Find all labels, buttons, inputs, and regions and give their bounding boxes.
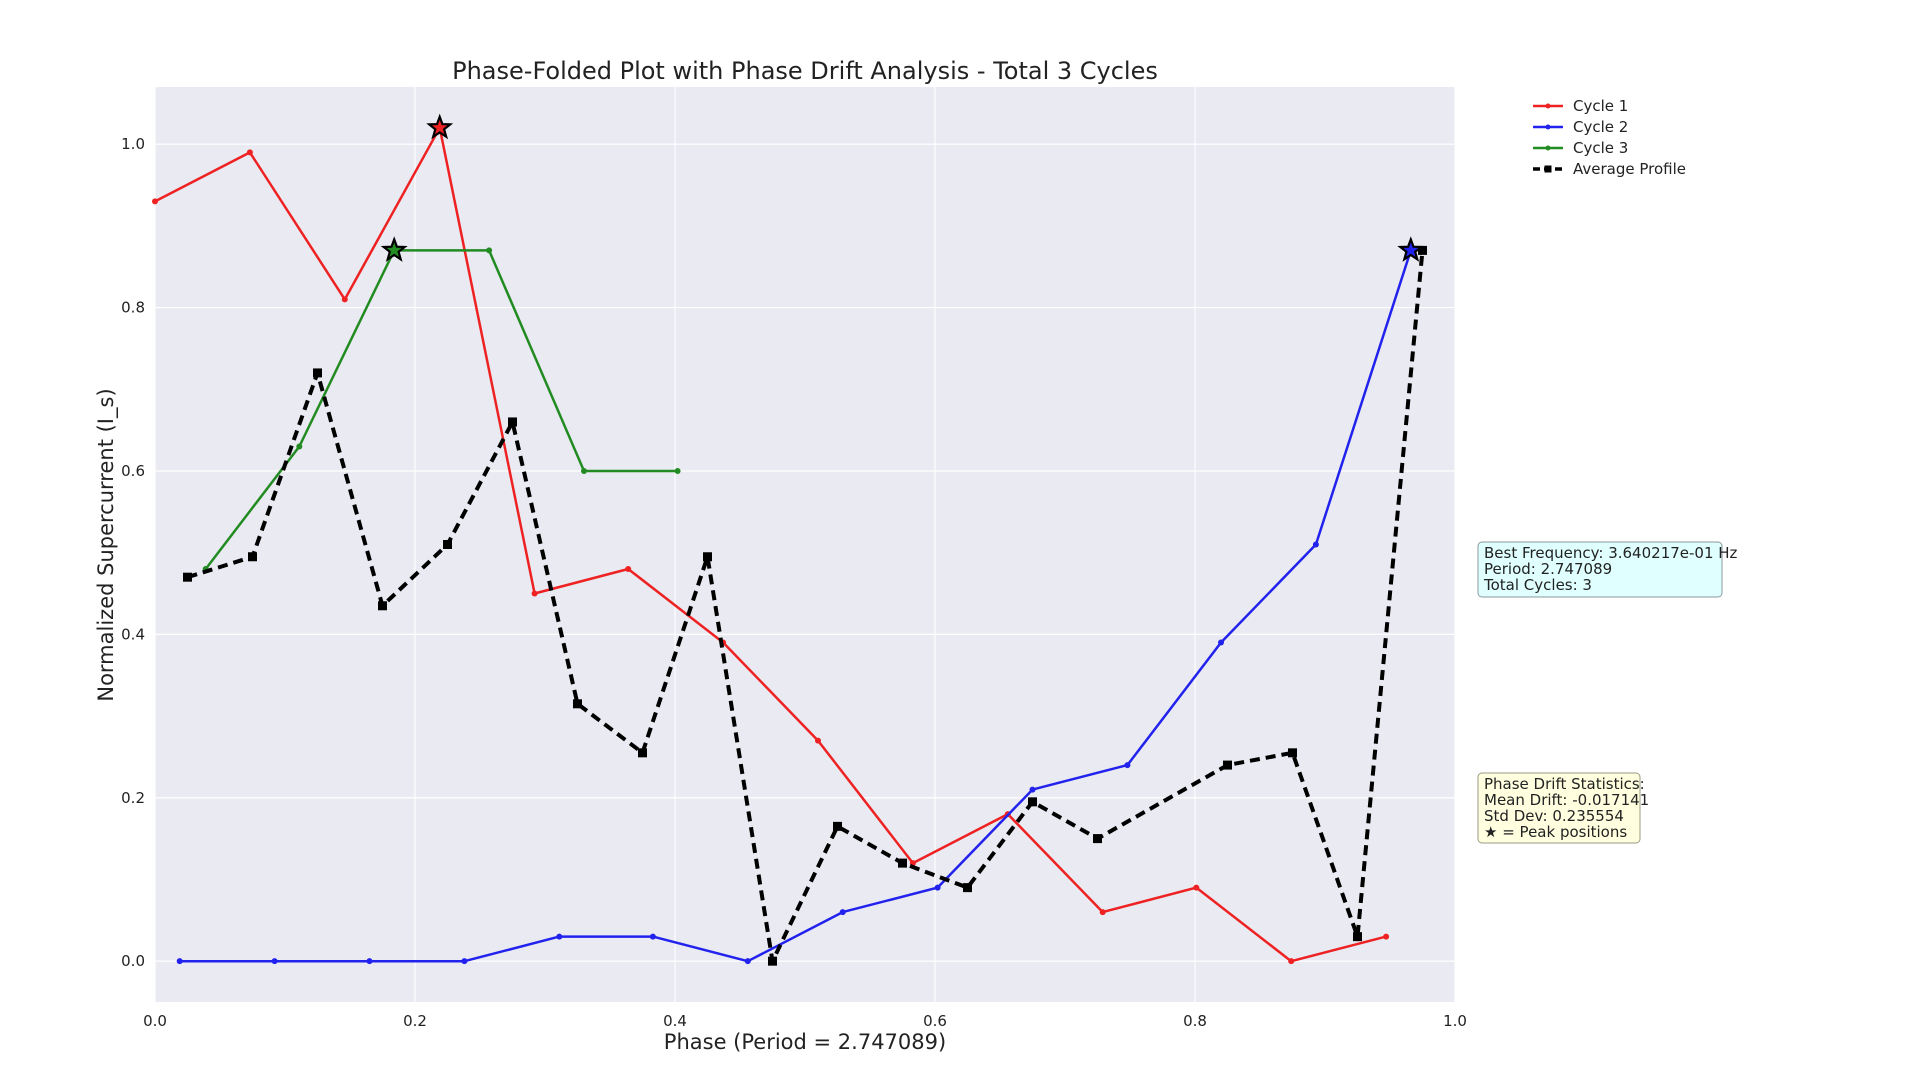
data-point-cycle-3 — [674, 467, 681, 474]
x-tick-label: 0.6 — [923, 1012, 947, 1030]
peak-legend-line: ★ = Peak positions — [1484, 823, 1627, 841]
legend-marker-average-profile — [1544, 165, 1552, 173]
data-point-average-profile — [898, 858, 907, 868]
x-tick-label: 0.8 — [1183, 1012, 1207, 1030]
series-lines — [152, 124, 1427, 966]
legend-marker-cycle-2 — [1545, 124, 1551, 130]
data-point-average-profile — [768, 956, 777, 966]
x-tick-label: 0.2 — [403, 1012, 427, 1030]
data-point-cycle-1 — [531, 590, 538, 597]
data-point-cycle-2 — [1218, 639, 1224, 646]
data-point-cycle-2 — [271, 958, 278, 965]
data-point-average-profile — [963, 883, 972, 893]
data-point-average-profile — [1418, 245, 1427, 255]
data-point-average-profile — [1353, 932, 1362, 942]
data-point-cycle-2 — [744, 958, 751, 965]
data-point-average-profile — [1093, 834, 1102, 844]
y-tick-label: 0.4 — [121, 625, 145, 643]
legend-label-cycle-2: Cycle 2 — [1573, 118, 1628, 136]
series-cycle-2 — [176, 247, 1414, 965]
data-point-cycle-1 — [1383, 933, 1390, 940]
legend-label-cycle-1: Cycle 1 — [1573, 97, 1628, 115]
y-tick-label: 0.6 — [121, 462, 145, 480]
data-point-average-profile — [248, 552, 257, 562]
total-cycles-line: Total Cycles: 3 — [1483, 576, 1592, 594]
data-point-cycle-1 — [1288, 958, 1295, 965]
legend-marker-cycle-1 — [1545, 103, 1551, 109]
y-tick-label: 0.0 — [121, 952, 145, 970]
data-point-cycle-3 — [296, 443, 303, 450]
data-point-cycle-1 — [152, 198, 158, 205]
drift-stats-box: Phase Drift Statistics: Mean Drift: -0.0… — [1477, 772, 1649, 844]
data-point-average-profile — [313, 368, 322, 378]
legend-item-average-profile: Average Profile — [1533, 160, 1686, 178]
data-point-cycle-2 — [1124, 762, 1131, 769]
data-point-cycle-1 — [246, 149, 253, 156]
plot-area — [155, 87, 1455, 1002]
data-point-cycle-1 — [815, 737, 821, 744]
data-point-average-profile — [183, 572, 192, 582]
data-point-cycle-2 — [934, 884, 941, 891]
data-point-average-profile — [638, 748, 647, 758]
frequency-info-box-bg — [1477, 541, 1723, 598]
frequency-line: Best Frequency: 3.640217e-01 Hz — [1484, 544, 1738, 562]
peak-star-cycle-3 — [380, 236, 408, 262]
period-line: Period: 2.747089 — [1484, 560, 1612, 578]
series-line-cycle-2 — [179, 250, 1412, 963]
series-average-profile — [183, 245, 1427, 966]
data-point-cycle-2 — [839, 909, 846, 916]
data-point-cycle-2 — [461, 958, 468, 965]
chart-title: Phase-Folded Plot with Phase Drift Analy… — [452, 57, 1158, 85]
data-point-average-profile — [573, 699, 582, 709]
legend-marker-cycle-3 — [1545, 145, 1551, 151]
data-point-average-profile — [508, 417, 517, 427]
y-tick-label: 1.0 — [121, 135, 145, 153]
y-tick-label: 0.2 — [121, 789, 145, 807]
data-point-average-profile — [703, 552, 712, 562]
legend-item-cycle-3: Cycle 3 — [1533, 139, 1628, 157]
data-point-cycle-2 — [366, 958, 373, 965]
x-axis-label: Phase (Period = 2.747089) — [664, 1030, 946, 1054]
data-point-cycle-2 — [176, 958, 183, 965]
legend-item-cycle-2: Cycle 2 — [1533, 118, 1628, 136]
data-point-average-profile — [1223, 760, 1232, 770]
data-point-average-profile — [378, 601, 387, 611]
series-line-cycle-1 — [154, 126, 1387, 963]
data-point-cycle-2 — [556, 933, 563, 940]
data-point-cycle-1 — [1193, 884, 1200, 891]
legend-item-cycle-1: Cycle 1 — [1533, 97, 1628, 115]
legend-label-average-profile: Average Profile — [1573, 160, 1686, 178]
y-tick-label: 0.8 — [121, 299, 145, 317]
drift-stats-heading: Phase Drift Statistics: — [1484, 775, 1645, 793]
data-point-cycle-2 — [1029, 786, 1036, 793]
mean-drift-line: Mean Drift: -0.017141 — [1484, 791, 1649, 809]
data-point-cycle-2 — [1312, 541, 1319, 548]
drift-stats-box-bg — [1477, 772, 1641, 844]
data-point-average-profile — [1288, 748, 1297, 758]
data-point-average-profile — [443, 540, 452, 549]
x-tick-label: 0.4 — [663, 1012, 687, 1030]
data-point-cycle-3 — [486, 247, 493, 254]
data-point-average-profile — [833, 821, 842, 831]
peak-star-cycle-2 — [1397, 236, 1425, 262]
data-point-average-profile — [1028, 797, 1037, 807]
legend-label-cycle-3: Cycle 3 — [1573, 139, 1628, 157]
data-point-cycle-1 — [625, 566, 632, 573]
peak-markers — [380, 113, 1425, 262]
data-point-cycle-1 — [1099, 909, 1106, 916]
y-axis-label: Normalized Supercurrent (I_s) — [94, 388, 119, 701]
peak-star-cycle-1 — [426, 113, 454, 140]
std-dev-line: Std Dev: 0.235554 — [1484, 807, 1624, 825]
frequency-info-box: Best Frequency: 3.640217e-01 Hz Period: … — [1477, 541, 1738, 598]
data-point-cycle-1 — [341, 296, 348, 303]
x-tick-label: 1.0 — [1443, 1012, 1467, 1030]
axis-ticks: 0.0 0.2 0.4 0.6 0.8 1.0 0.0 0.2 0.4 0.6 0.8 1.0 — [121, 135, 1467, 1030]
legend: Cycle 1 Cycle 2 Cycle 3 Average Profile — [1533, 97, 1686, 178]
data-point-cycle-3 — [581, 467, 587, 474]
data-point-cycle-2 — [649, 933, 656, 940]
x-tick-label: 0.0 — [143, 1012, 167, 1030]
